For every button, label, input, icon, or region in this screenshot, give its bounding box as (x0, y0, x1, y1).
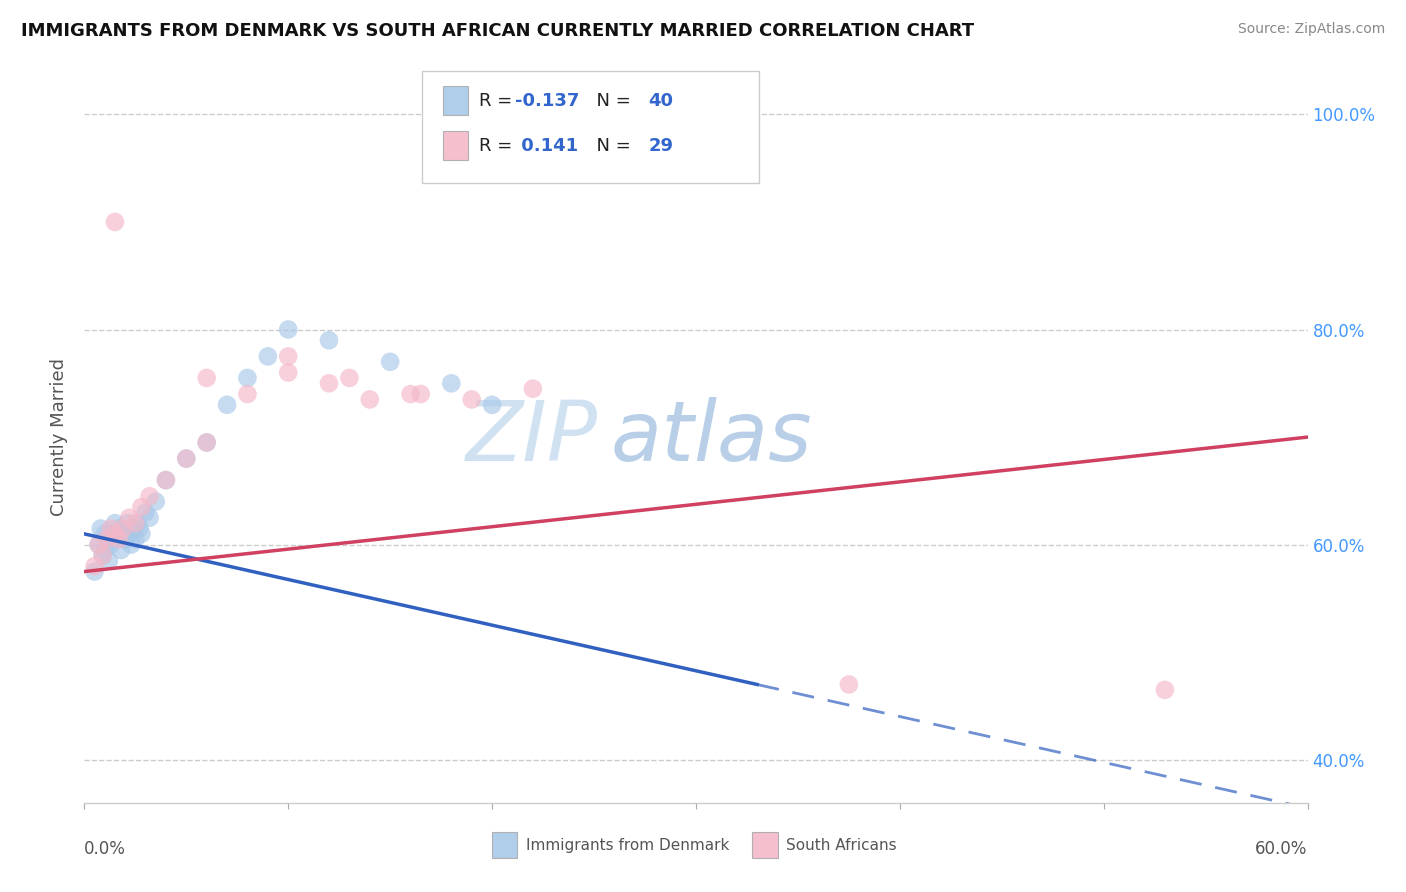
Text: 0.0%: 0.0% (84, 840, 127, 858)
Point (838, 677, 860, 691)
Point (96, 533, 118, 547)
Point (118, 510, 141, 524)
Point (380, 355, 402, 369)
Text: Immigrants from Denmark: Immigrants from Denmark (526, 838, 730, 853)
Point (195, 435, 218, 450)
Point (195, 371, 218, 385)
Point (174, 451, 197, 466)
Point (155, 473, 177, 487)
Point (100, 538, 122, 552)
Text: 60.0%: 60.0% (1256, 840, 1308, 858)
Text: N =: N = (585, 136, 637, 154)
Point (114, 533, 136, 547)
Point (127, 516, 149, 530)
Point (138, 510, 160, 524)
Point (440, 376, 463, 391)
Text: R =: R = (479, 92, 519, 110)
Point (155, 473, 177, 487)
Point (131, 527, 153, 541)
Point (318, 333, 340, 347)
Point (399, 387, 422, 401)
Y-axis label: Currently Married: Currently Married (51, 358, 69, 516)
Point (83, 565, 105, 579)
Point (104, 527, 127, 541)
Point (91, 549, 114, 563)
Point (217, 398, 239, 412)
Point (236, 371, 259, 385)
Point (108, 521, 131, 535)
Point (236, 387, 259, 401)
Text: South Africans: South Africans (786, 838, 897, 853)
Point (96, 533, 118, 547)
Point (120, 538, 142, 552)
Point (97, 554, 120, 568)
Point (174, 451, 197, 466)
Point (481, 398, 503, 412)
Text: 0.141: 0.141 (515, 136, 578, 154)
Point (131, 500, 153, 514)
Point (339, 371, 361, 385)
Point (1154, 682, 1177, 697)
Point (522, 382, 544, 396)
Text: Source: ZipAtlas.com: Source: ZipAtlas.com (1237, 22, 1385, 37)
Point (105, 533, 128, 547)
Point (145, 494, 167, 508)
Point (277, 350, 299, 364)
Point (100, 521, 122, 535)
Text: ZIP: ZIP (467, 397, 598, 477)
Point (91, 549, 114, 563)
Point (318, 376, 340, 391)
Point (277, 322, 299, 336)
Text: R =: R = (479, 136, 519, 154)
Point (110, 543, 132, 558)
Point (359, 392, 381, 407)
Point (87, 538, 110, 552)
Text: atlas: atlas (610, 397, 813, 477)
Text: -0.137: -0.137 (515, 92, 579, 110)
Text: IMMIGRANTS FROM DENMARK VS SOUTH AFRICAN CURRENTLY MARRIED CORRELATION CHART: IMMIGRANTS FROM DENMARK VS SOUTH AFRICAN… (21, 22, 974, 40)
Point (277, 366, 299, 380)
Point (87, 538, 110, 552)
Point (195, 435, 218, 450)
Point (128, 521, 150, 535)
Text: N =: N = (585, 92, 637, 110)
Point (101, 527, 124, 541)
Point (124, 533, 146, 547)
Point (112, 521, 135, 535)
Point (112, 527, 135, 541)
Point (118, 527, 141, 541)
Point (108, 533, 131, 547)
Point (124, 516, 146, 530)
Text: 29: 29 (648, 136, 673, 154)
Point (104, 215, 127, 229)
Point (90, 521, 112, 535)
Point (104, 516, 127, 530)
Text: 40: 40 (648, 92, 673, 110)
Point (83, 844, 105, 858)
Point (138, 489, 160, 503)
Point (135, 505, 157, 519)
Point (93, 543, 115, 558)
Point (122, 521, 145, 535)
Point (93, 527, 115, 541)
Point (461, 392, 484, 407)
Point (115, 516, 138, 530)
Point (562, 806, 585, 821)
Point (257, 350, 280, 364)
Point (83, 559, 105, 574)
Point (409, 387, 432, 401)
